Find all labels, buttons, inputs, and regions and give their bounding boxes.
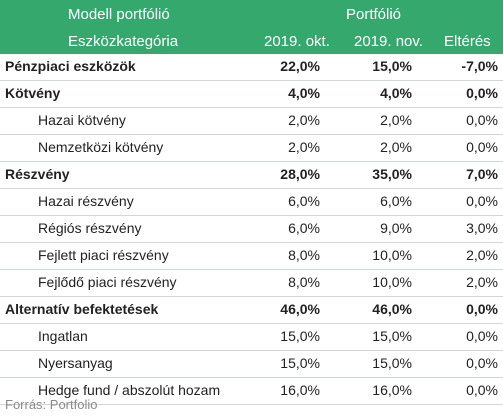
row-oct: 2,0% [288, 112, 320, 128]
row-label: Hazai részvény [38, 193, 134, 209]
table-row: Fejlődő piaci részvény 8,0% 10,0% 2,0% [0, 270, 503, 297]
row-label: Fejlődő piaci részvény [38, 274, 177, 290]
row-diff: 0,0% [466, 382, 498, 398]
row-oct: 22,0% [280, 58, 320, 74]
row-oct: 6,0% [288, 193, 320, 209]
row-nov: 35,0% [372, 166, 412, 182]
row-nov: 46,0% [372, 301, 412, 317]
row-diff: 0,0% [466, 355, 498, 371]
row-label: Kötvény [5, 85, 61, 101]
row-label: Hazai kötvény [38, 112, 126, 128]
row-diff: 0,0% [466, 139, 498, 155]
table-row: Hazai részvény 6,0% 6,0% 0,0% [0, 189, 503, 216]
row-nov: 10,0% [372, 247, 412, 263]
row-oct: 8,0% [288, 247, 320, 263]
source-note: Forrás: Portfolio [5, 397, 98, 412]
table-row: Pénzpiaci eszközök 22,0% 15,0% -7,0% [0, 54, 503, 81]
row-label: Ingatlan [38, 328, 88, 344]
row-diff: 0,0% [466, 85, 498, 101]
row-label: Pénzpiaci eszközök [5, 58, 136, 74]
row-diff: 3,0% [466, 220, 498, 236]
row-oct: 6,0% [288, 220, 320, 236]
header-asset-category: Eszközkategória [68, 33, 179, 50]
row-diff: -7,0% [461, 58, 498, 74]
row-oct: 2,0% [288, 139, 320, 155]
row-label: Hedge fund / abszolút hozam [38, 382, 221, 398]
header-diff: Eltérés [444, 33, 491, 50]
table-row: Nyersanyag 15,0% 15,0% 0,0% [0, 351, 503, 378]
header-portfolio: Portfólió [346, 6, 402, 23]
row-label: Részvény [5, 166, 70, 182]
row-diff: 7,0% [466, 166, 498, 182]
row-label: Fejlett piaci részvény [38, 247, 169, 263]
table-body: Pénzpiaci eszközök 22,0% 15,0% -7,0% Köt… [0, 54, 503, 405]
row-label: Nemzetközi kötvény [38, 139, 164, 155]
table-row: Alternatív befektetések 46,0% 46,0% 0,0% [0, 297, 503, 324]
table-row: Nemzetközi kötvény 2,0% 2,0% 0,0% [0, 135, 503, 162]
row-diff: 2,0% [466, 274, 498, 290]
row-diff: 0,0% [466, 112, 498, 128]
row-oct: 8,0% [288, 274, 320, 290]
row-nov: 2,0% [380, 139, 412, 155]
table-row: Ingatlan 15,0% 15,0% 0,0% [0, 324, 503, 351]
table-row: Régiós részvény 6,0% 9,0% 3,0% [0, 216, 503, 243]
row-nov: 15,0% [372, 355, 412, 371]
table-row: Fejlett piaci részvény 8,0% 10,0% 2,0% [0, 243, 503, 270]
row-oct: 28,0% [280, 166, 320, 182]
row-oct: 15,0% [280, 355, 320, 371]
row-diff: 2,0% [466, 247, 498, 263]
row-diff: 0,0% [466, 301, 498, 317]
row-nov: 10,0% [372, 274, 412, 290]
table-row: Kötvény 4,0% 4,0% 0,0% [0, 81, 503, 108]
row-nov: 2,0% [380, 112, 412, 128]
header-oct: 2019. okt. [264, 33, 330, 50]
table-row: Részvény 28,0% 35,0% 7,0% [0, 162, 503, 189]
table-row: Hedge fund / abszolút hozam 16,0% 16,0% … [0, 378, 503, 405]
row-nov: 6,0% [380, 193, 412, 209]
row-nov: 15,0% [372, 58, 412, 74]
row-nov: 4,0% [380, 85, 412, 101]
header-model-portfolio: Modell portfólió [68, 6, 170, 23]
table-header: Modell portfólió Portfólió Eszközkategór… [0, 0, 503, 54]
row-oct: 16,0% [280, 382, 320, 398]
row-oct: 4,0% [288, 85, 320, 101]
row-oct: 15,0% [280, 328, 320, 344]
row-label: Nyersanyag [38, 355, 113, 371]
row-nov: 9,0% [380, 220, 412, 236]
row-oct: 46,0% [280, 301, 320, 317]
row-diff: 0,0% [466, 193, 498, 209]
row-diff: 0,0% [466, 328, 498, 344]
row-label: Régiós részvény [38, 220, 142, 236]
row-label: Alternatív befektetések [5, 301, 159, 317]
row-nov: 16,0% [372, 382, 412, 398]
row-nov: 15,0% [372, 328, 412, 344]
header-nov: 2019. nov. [354, 33, 423, 50]
table-row: Hazai kötvény 2,0% 2,0% 0,0% [0, 108, 503, 135]
